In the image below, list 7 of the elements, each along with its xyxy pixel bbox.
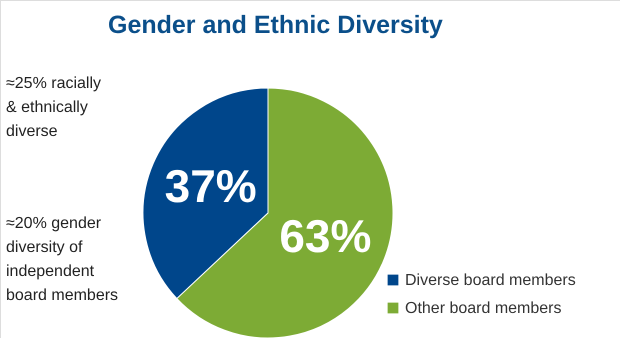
text: ≈25% racially & ethnically diverse bbox=[6, 75, 102, 140]
data-label: 63% bbox=[279, 210, 372, 262]
chart-title: Gender and Ethnic Diversity bbox=[108, 11, 443, 39]
legend-label: Other board members bbox=[405, 300, 562, 317]
legend-label: Diverse board members bbox=[405, 272, 576, 289]
data-label: 37% bbox=[164, 160, 257, 212]
text: ≈20% gender diversity of independent board members bbox=[6, 215, 118, 304]
